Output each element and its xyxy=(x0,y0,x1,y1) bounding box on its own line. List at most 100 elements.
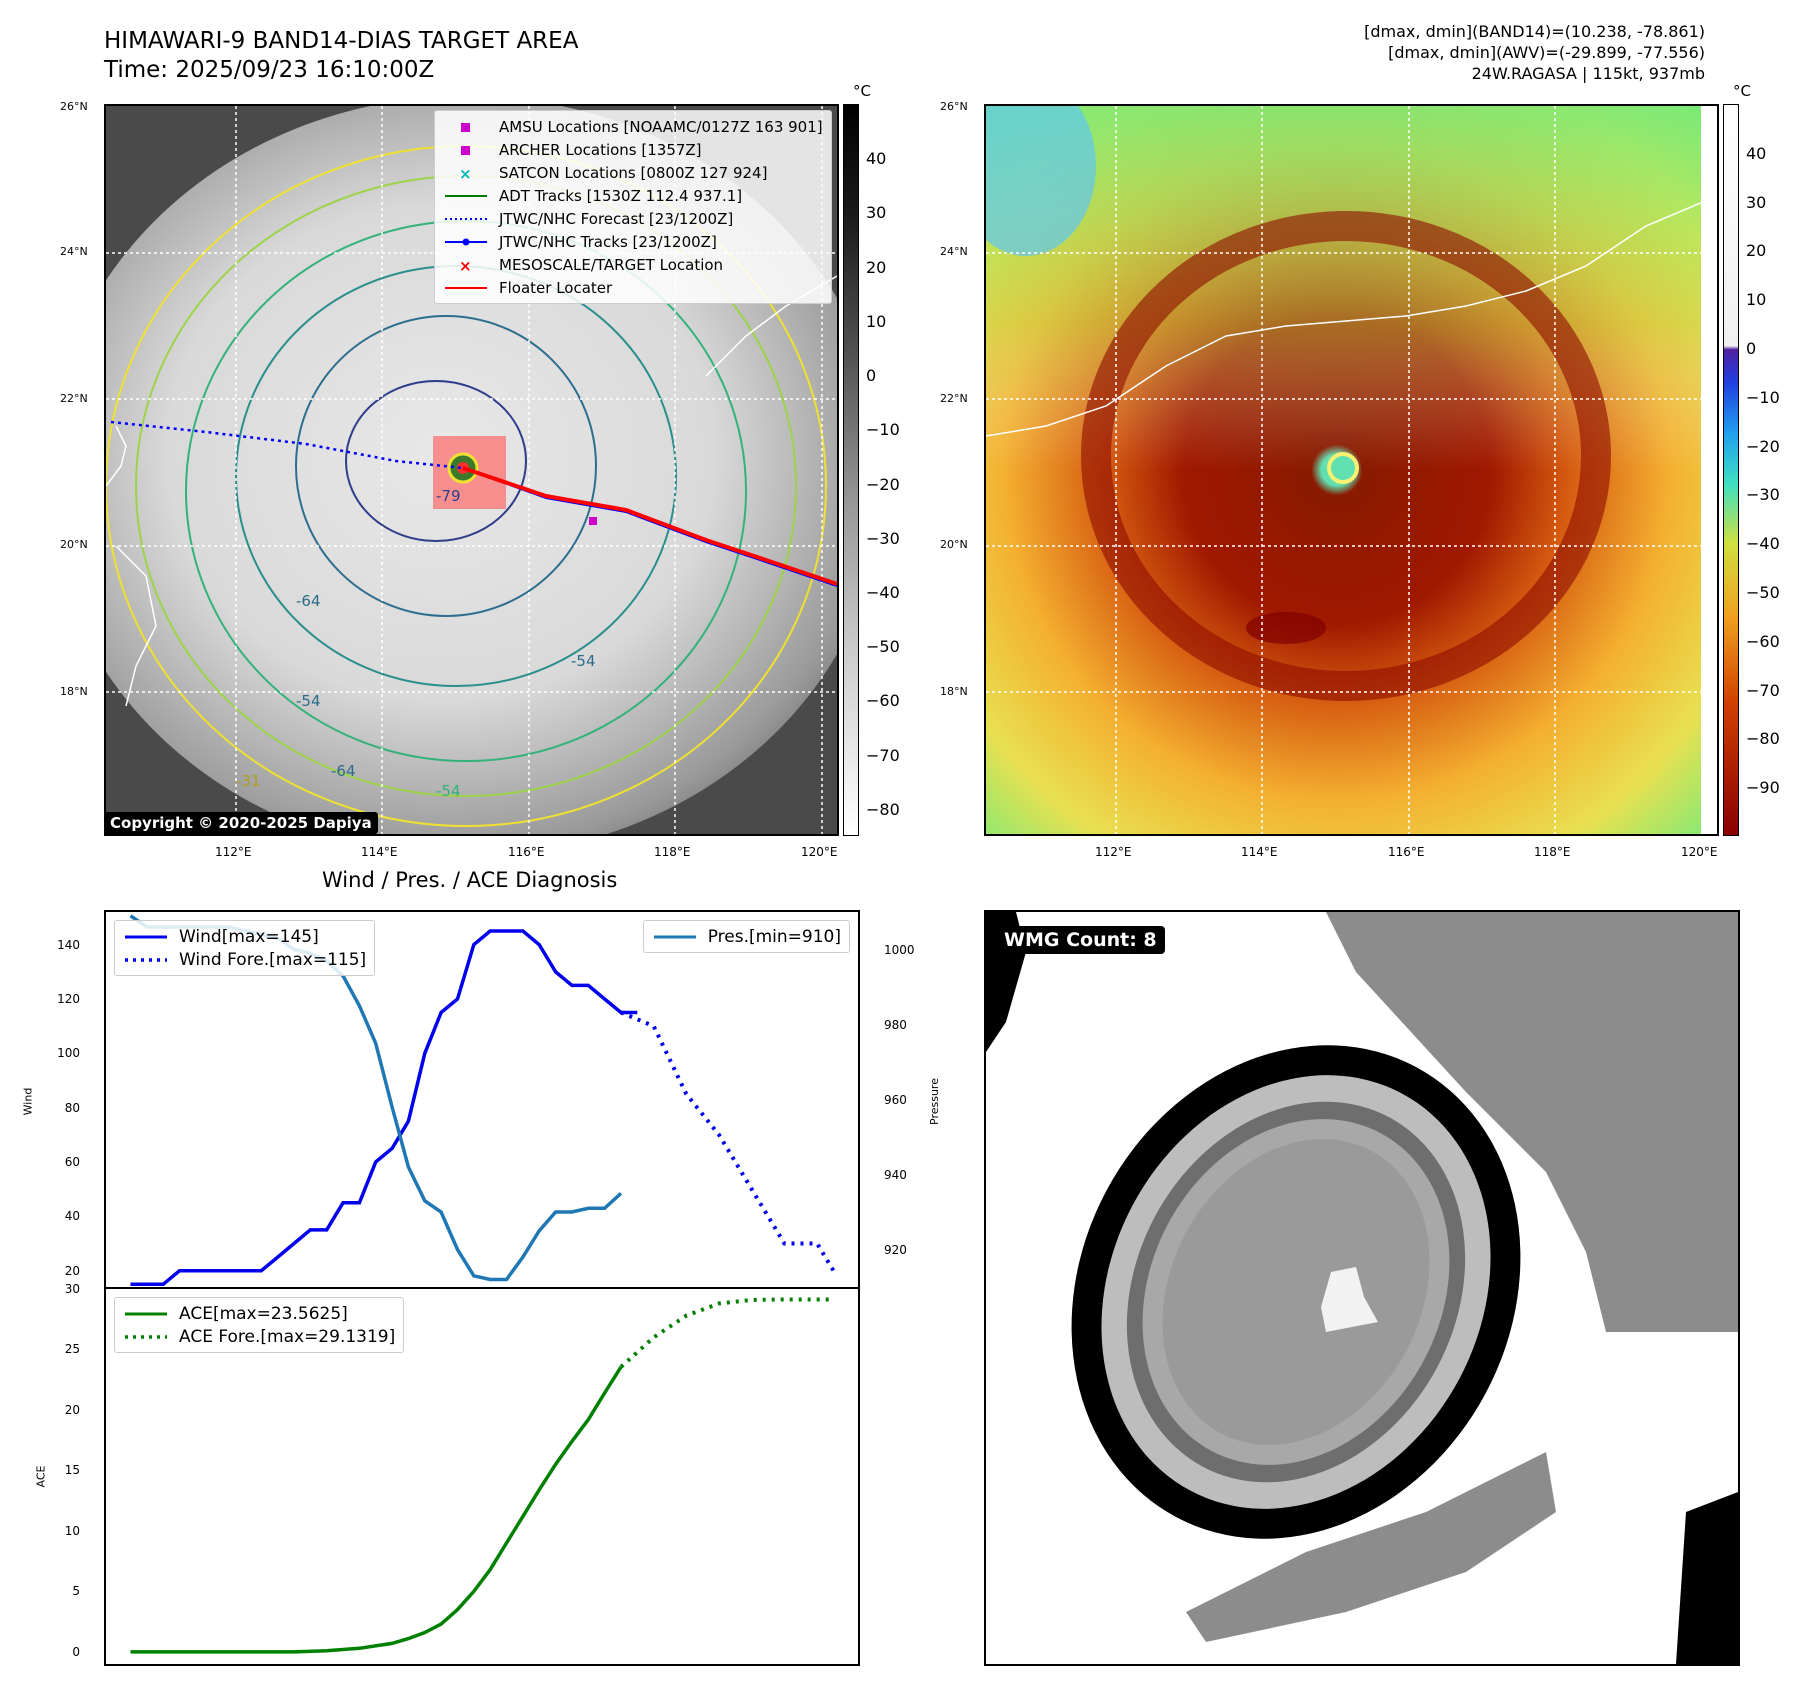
contour-label: -79 xyxy=(436,487,461,505)
colorbar-tick: 10 xyxy=(866,311,887,331)
pressure-legend: Pres.[min=910] xyxy=(642,920,850,953)
copyright-badge: Copyright © 2020-2025 Dapiya xyxy=(106,812,378,834)
axis-tick-label: 40 xyxy=(64,1209,80,1224)
legend-label: ADT Tracks [1530Z 112.4 937.1] xyxy=(499,186,743,205)
legend-wind-forecast: Wind Fore.[max=115] xyxy=(179,949,367,970)
lon-label: 114°E xyxy=(1241,845,1278,859)
lat-label: 26°N xyxy=(940,100,968,113)
legend-label: SATCON Locations [0800Z 127 924] xyxy=(499,163,768,182)
band14-range: [dmax, dmin](BAND14)=(10.238, -78.861) xyxy=(1364,22,1705,41)
colorbar-tick: −20 xyxy=(1746,436,1780,456)
axis-tick-label: 80 xyxy=(64,1100,80,1115)
lat-label: 22°N xyxy=(60,392,88,405)
legend-marker xyxy=(443,232,489,252)
axis-tick-label: 25 xyxy=(64,1342,80,1357)
axis-tick-label: 0 xyxy=(72,1644,80,1659)
wmg-count-badge: WMG Count: 8 xyxy=(996,926,1165,954)
colorbar-tick: 20 xyxy=(1746,241,1767,261)
colorbar-unit: °C xyxy=(1733,82,1751,100)
awv-colorbar xyxy=(1723,104,1739,836)
colorbar-tick: 30 xyxy=(1746,192,1767,212)
lat-label: 26°N xyxy=(60,100,88,113)
wind-pressure-panel: Wind[max=145] Wind Fore.[max=115] Pres.[… xyxy=(104,910,860,1289)
axis-tick-label: 20 xyxy=(64,1263,80,1278)
band14-colorbar xyxy=(843,104,859,836)
axis-tick-label: 100 xyxy=(57,1046,80,1061)
colorbar-tick: −40 xyxy=(866,583,900,602)
map-legend-item: JTWC/NHC Tracks [23/1200Z] xyxy=(443,230,823,253)
legend-marker xyxy=(443,140,489,160)
colorbar-tick: −20 xyxy=(866,474,900,494)
legend-marker xyxy=(443,117,489,137)
legend-marker xyxy=(443,209,489,229)
lon-label: 120°E xyxy=(1681,845,1718,859)
map-legend-item: ARCHER Locations [1357Z] xyxy=(443,138,823,161)
lon-label: 116°E xyxy=(1388,845,1425,859)
contour-label: -54 xyxy=(571,652,596,670)
colorbar-tick: 20 xyxy=(866,257,887,277)
colorbar-tick: 10 xyxy=(1746,290,1767,310)
map-legend-item: × MESOSCALE/TARGET Location xyxy=(443,253,823,276)
map-legend-item: Floater Locater xyxy=(443,276,823,299)
colorbar-tick: 30 xyxy=(866,203,887,223)
ace-axis-label: ACE xyxy=(34,1465,48,1488)
legend-marker: × xyxy=(443,255,489,275)
map-legend-item: AMSU Locations [NOAAMC/0127Z 163 901] xyxy=(443,115,823,138)
colorbar-tick: −70 xyxy=(1746,680,1780,700)
ace-forecast-line xyxy=(619,1297,834,1369)
axis-tick-label: 30 xyxy=(64,1282,80,1296)
lon-label: 112°E xyxy=(215,845,252,859)
map-legend-item: ADT Tracks [1530Z 112.4 937.1] xyxy=(443,184,823,207)
lat-label: 24°N xyxy=(60,245,88,258)
wind-axis-label: Wind xyxy=(21,1087,35,1116)
colorbar-unit: °C xyxy=(853,82,871,100)
contour-label: -31 xyxy=(236,772,261,790)
axis-tick-label: 15 xyxy=(64,1463,80,1478)
ace-series-line xyxy=(130,1365,623,1654)
legend-label: Floater Locater xyxy=(499,278,613,297)
lat-label: 22°N xyxy=(940,392,968,405)
ace-panel: ACE[max=23.5625] ACE Fore.[max=29.1319] xyxy=(104,1287,860,1666)
map-legend-item: JTWC/NHC Forecast [23/1200Z] xyxy=(443,207,823,230)
colorbar-tick: −10 xyxy=(1746,387,1780,407)
axis-tick-label: 960 xyxy=(884,1092,907,1107)
lat-label: 20°N xyxy=(60,538,88,551)
axis-tick-label: 920 xyxy=(884,1242,907,1257)
wind-legend: Wind[max=145] Wind Fore.[max=115] xyxy=(114,920,376,976)
contour-label: -54 xyxy=(436,782,461,800)
lon-label: 116°E xyxy=(508,845,545,859)
colorbar-tick: 0 xyxy=(1746,339,1757,358)
contour-label: -64 xyxy=(331,762,356,780)
legend-marker: × xyxy=(443,163,489,183)
wind-forecast-line xyxy=(620,1010,836,1272)
lat-label: 24°N xyxy=(940,245,968,258)
axis-tick-label: 980 xyxy=(884,1017,907,1032)
lon-label: 120°E xyxy=(801,845,838,859)
svg-text:×: × xyxy=(459,165,472,183)
legend-pressure: Pres.[min=910] xyxy=(707,926,841,947)
awv-range: [dmax, dmin](AWV)=(-29.899, -77.556) xyxy=(1388,43,1705,62)
legend-wind: Wind[max=145] xyxy=(179,926,319,947)
legend-label: JTWC/NHC Forecast [23/1200Z] xyxy=(499,209,734,228)
colorbar-tick: 40 xyxy=(1746,143,1767,163)
colorbar-tick: 40 xyxy=(866,149,887,169)
lon-label: 118°E xyxy=(654,845,691,859)
axis-tick-label: 1000 xyxy=(884,942,915,957)
map-legend-item: × SATCON Locations [0800Z 127 924] xyxy=(443,161,823,184)
colorbar-tick: 0 xyxy=(866,366,877,386)
colorbar-tick: −90 xyxy=(1746,778,1780,798)
svg-text:×: × xyxy=(459,257,472,275)
contour-label: -54 xyxy=(296,692,321,710)
colorbar-tick: −70 xyxy=(866,745,900,765)
wind-series-line xyxy=(130,929,638,1287)
lat-label: 18°N xyxy=(60,685,88,698)
axis-tick-label: 10 xyxy=(64,1523,80,1538)
legend-ace-forecast: ACE Fore.[max=29.1319] xyxy=(179,1326,396,1347)
axis-tick-label: 20 xyxy=(64,1402,80,1417)
legend-ace: ACE[max=23.5625] xyxy=(179,1303,348,1324)
pressure-axis-label: Pressure xyxy=(927,1078,941,1125)
lat-label: 18°N xyxy=(940,685,968,698)
colorbar-tick: −40 xyxy=(1746,534,1780,554)
axis-tick-label: 120 xyxy=(57,991,80,1006)
legend-marker xyxy=(443,278,489,298)
